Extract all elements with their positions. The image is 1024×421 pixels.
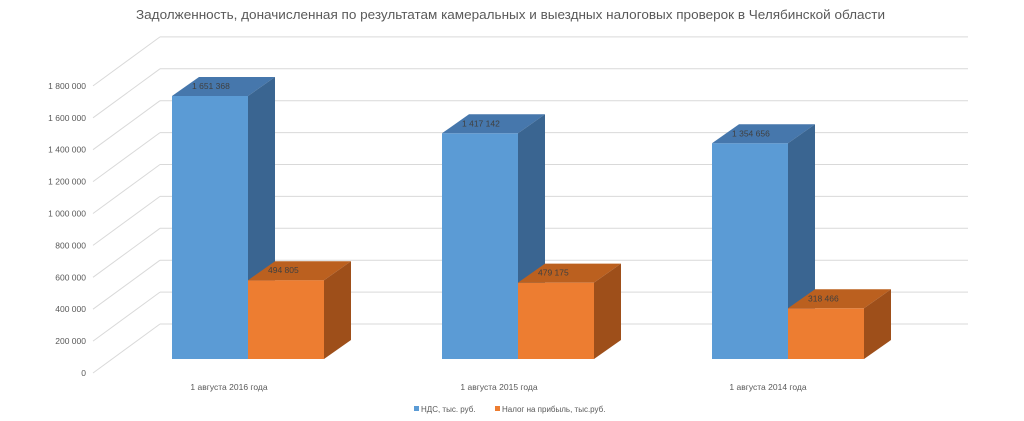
bar-side (324, 261, 351, 359)
bar-group: 1 651 368 494 805 (172, 77, 351, 359)
y-tick-label: 0 (81, 368, 86, 378)
data-label: 494 805 (268, 265, 299, 275)
category-label: 1 августа 2015 года (460, 382, 537, 392)
gridline-diagonal (92, 291, 161, 342)
gridline-diagonal (92, 36, 161, 87)
gridline-diagonal (92, 68, 161, 119)
bar-top (518, 263, 621, 283)
y-tick-label: 600 000 (55, 272, 86, 282)
gridline-diagonal (92, 132, 161, 183)
bar-top (248, 261, 351, 281)
legend-label: НДС, тыс. руб. (421, 405, 476, 414)
bar-top (442, 114, 545, 134)
legend-swatch-icon (495, 406, 500, 411)
y-tick-label: 200 000 (55, 336, 86, 346)
y-tick-label: 1 600 000 (48, 113, 86, 123)
bar-front (518, 282, 594, 359)
data-label: 1 417 142 (462, 118, 500, 128)
legend-label: Налог на прибыль, тыс.руб. (502, 405, 605, 414)
gridline-diagonal (92, 259, 161, 310)
data-label: 479 175 (538, 268, 569, 278)
category-label: 1 августа 2016 года (190, 382, 267, 392)
y-tick-label: 1 800 000 (48, 81, 86, 91)
bar-front (788, 308, 864, 359)
chart-title: Задолженность, доначисленная по результа… (136, 7, 885, 22)
gridline-diagonal (92, 195, 161, 246)
gridline-diagonal (92, 227, 161, 278)
plot-area: 1 651 368 494 805 1 417 142 479 175 1 354 65… (172, 77, 891, 359)
bar-top (712, 124, 815, 144)
bar-front (172, 96, 248, 359)
bar-side (594, 263, 621, 359)
y-tick-label: 800 000 (55, 240, 86, 250)
legend-item-vat[interactable]: НДС, тыс. руб. (414, 405, 476, 414)
bar-front (712, 143, 788, 359)
bar[interactable]: 494 805 (248, 261, 351, 359)
y-tick-label: 1 000 000 (48, 209, 86, 219)
legend: НДС, тыс. руб. Налог на прибыль, тыс.руб… (414, 405, 605, 414)
data-label: 318 466 (808, 293, 839, 303)
bar[interactable]: 318 466 (788, 289, 891, 359)
data-label: 1 354 656 (732, 128, 770, 138)
gridline-diagonal (92, 100, 161, 151)
gridline-diagonal (92, 323, 161, 374)
x-axis: 1 августа 2016 года 1 августа 2015 года … (190, 382, 806, 392)
y-tick-label: 400 000 (55, 304, 86, 314)
bar-side (864, 289, 891, 359)
legend-swatch-icon (414, 406, 419, 411)
bar-group: 1 417 142 479 175 (442, 114, 621, 359)
y-tick-label: 1 400 000 (48, 145, 86, 155)
bar-top (788, 289, 891, 309)
y-tick-label: 1 200 000 (48, 177, 86, 187)
category-label: 1 августа 2014 года (729, 382, 806, 392)
bar-group: 1 354 656 318 466 (712, 124, 891, 359)
bar-top (172, 77, 275, 96)
bar-front (442, 133, 518, 359)
bar-front (248, 280, 324, 359)
legend-item-profit-tax[interactable]: Налог на прибыль, тыс.руб. (495, 405, 605, 414)
gridline-diagonal (92, 164, 161, 214)
bar[interactable]: 479 175 (518, 263, 621, 359)
y-axis: 0 200 000 400 000 600 000 800 000 1 000 000 1 … (48, 81, 86, 378)
data-label: 1 651 368 (192, 81, 230, 91)
